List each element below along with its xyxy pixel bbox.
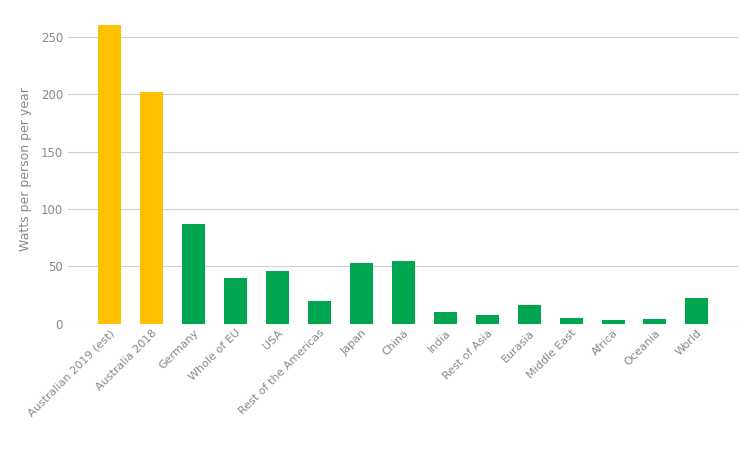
Bar xyxy=(98,25,121,324)
Bar xyxy=(685,298,709,324)
Y-axis label: Watts per person per year: Watts per person per year xyxy=(20,87,32,251)
Bar xyxy=(350,263,373,324)
Bar xyxy=(518,305,541,324)
Bar xyxy=(182,224,205,324)
Bar xyxy=(140,92,164,324)
Bar xyxy=(392,261,415,324)
Bar xyxy=(476,315,499,324)
Bar xyxy=(434,312,457,324)
Bar xyxy=(308,301,331,324)
Bar xyxy=(559,318,583,324)
Bar xyxy=(224,278,247,324)
Bar xyxy=(643,319,667,324)
Bar xyxy=(266,271,289,324)
Bar xyxy=(602,320,624,324)
